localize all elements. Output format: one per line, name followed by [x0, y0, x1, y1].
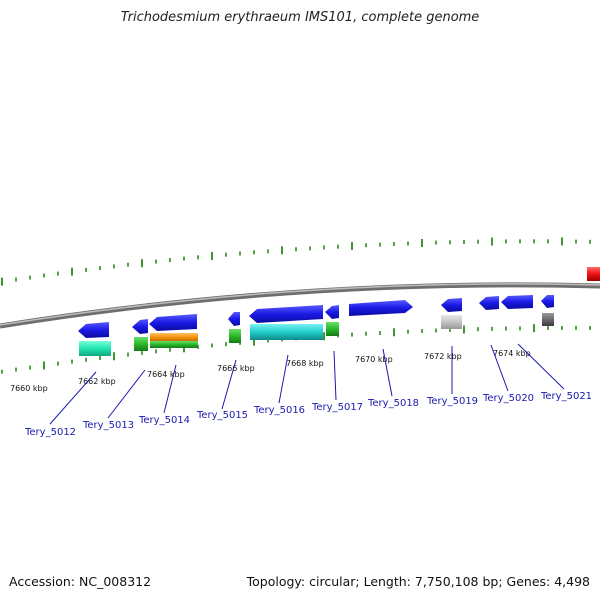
gene-arrow[interactable]: [541, 295, 554, 308]
gene-label-tery-5017[interactable]: Tery_5017: [311, 402, 363, 413]
gene-box[interactable]: [134, 337, 148, 351]
gene-labels: Tery_5012 Tery_5013 Tery_5014 Tery_5015 …: [24, 391, 592, 438]
gene-label-tery-5016[interactable]: Tery_5016: [253, 405, 305, 416]
gene-arrow[interactable]: [228, 312, 240, 326]
gene-arrow[interactable]: [349, 300, 413, 316]
kbp-label: 7662 kbp: [78, 377, 116, 386]
genome-backbone: [0, 282, 600, 329]
gene-box[interactable]: [250, 324, 323, 340]
gene-box[interactable]: [441, 315, 462, 329]
kbp-label: 7668 kbp: [286, 359, 324, 368]
gene-arrow[interactable]: [249, 305, 323, 323]
leader-lines: [49, 343, 565, 425]
red-feature-marker: [587, 267, 600, 281]
gene-arrow[interactable]: [325, 305, 339, 319]
kbp-label: 7674 kbp: [493, 349, 531, 358]
gene-box[interactable]: [150, 341, 198, 348]
gene-label-tery-5013[interactable]: Tery_5013: [82, 420, 134, 431]
gene-box[interactable]: [229, 329, 241, 343]
gene-label-tery-5018[interactable]: Tery_5018: [367, 398, 419, 409]
kbp-label: 7666 kbp: [217, 364, 255, 373]
accession-text: Accession: NC_008312: [9, 574, 152, 589]
gene-arrow[interactable]: [479, 296, 499, 310]
gene-label-tery-5015[interactable]: Tery_5015: [196, 410, 248, 421]
gene-arrow[interactable]: [149, 314, 197, 331]
gene-label-tery-5019[interactable]: Tery_5019: [426, 396, 478, 407]
kbp-label: 7672 kbp: [424, 352, 462, 361]
gene-label-tery-5012[interactable]: Tery_5012: [24, 427, 76, 438]
gene-label-tery-5014[interactable]: Tery_5014: [138, 415, 190, 426]
gene-arrow[interactable]: [501, 295, 533, 309]
outer-tick-row: [1, 237, 591, 286]
map-title: Trichodesmium erythraeum IMS101, complet…: [120, 10, 480, 25]
gene-label-tery-5020[interactable]: Tery_5020: [482, 393, 534, 404]
gene-features: [78, 295, 554, 356]
kbp-label: 7660 kbp: [10, 384, 48, 393]
gene-box[interactable]: [542, 313, 554, 326]
gene-arrow[interactable]: [441, 298, 462, 312]
gene-box[interactable]: [150, 333, 198, 342]
gene-arrow[interactable]: [78, 322, 109, 338]
kbp-labels: 7660 kbp 7662 kbp 7664 kbp 7666 kbp 7668…: [10, 349, 531, 393]
gene-arrow[interactable]: [132, 319, 148, 334]
kbp-label: 7670 kbp: [355, 355, 393, 364]
gene-box[interactable]: [79, 341, 111, 356]
gene-box[interactable]: [326, 322, 339, 336]
gene-label-tery-5021[interactable]: Tery_5021: [540, 391, 592, 402]
kbp-label: 7664 kbp: [147, 370, 185, 379]
topology-summary: Topology: circular; Length: 7,750,108 bp…: [246, 574, 590, 589]
